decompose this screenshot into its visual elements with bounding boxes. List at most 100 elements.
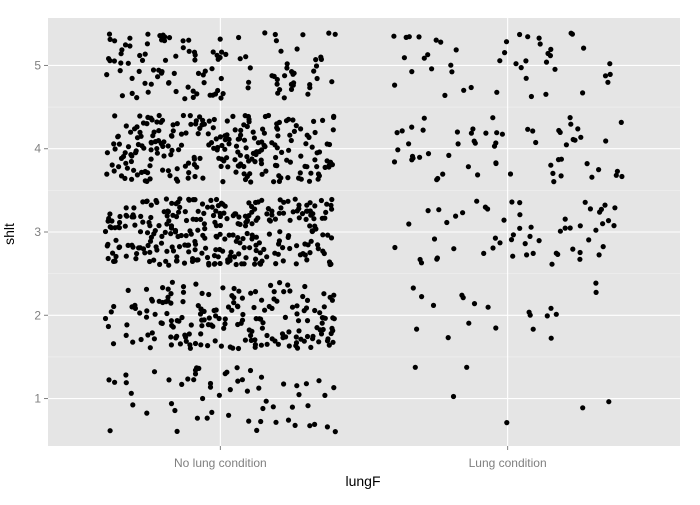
data-point: [276, 119, 282, 125]
data-point: [317, 327, 323, 333]
data-point: [215, 254, 221, 260]
data-point: [222, 321, 228, 327]
data-point: [416, 34, 422, 40]
data-point: [185, 242, 192, 248]
data-point: [168, 318, 174, 324]
data-point: [294, 311, 300, 317]
data-point: [523, 58, 529, 64]
data-point: [513, 61, 519, 67]
data-point: [112, 379, 118, 385]
data-point: [230, 113, 236, 119]
data-point: [251, 135, 257, 141]
data-point: [261, 142, 267, 148]
data-point: [187, 345, 193, 351]
data-point: [177, 341, 183, 347]
data-point: [124, 213, 130, 219]
data-point: [543, 91, 549, 97]
data-point: [289, 304, 296, 310]
data-point: [277, 197, 283, 203]
data-point: [193, 281, 199, 287]
data-point: [319, 215, 325, 221]
data-point: [165, 294, 171, 300]
data-point: [607, 71, 613, 77]
data-point: [431, 236, 438, 242]
data-point: [266, 217, 272, 223]
data-point: [150, 133, 156, 139]
data-point: [282, 314, 288, 320]
data-point: [143, 286, 150, 292]
data-point: [124, 322, 130, 328]
data-point: [148, 81, 154, 87]
data-point: [264, 341, 270, 347]
data-point: [113, 253, 119, 260]
data-point: [236, 214, 242, 220]
data-point: [102, 228, 109, 235]
data-point: [287, 159, 293, 165]
data-point: [240, 236, 246, 242]
data-point: [134, 172, 140, 178]
data-point: [237, 56, 243, 62]
data-point: [107, 36, 113, 43]
data-point: [253, 242, 259, 248]
data-point: [278, 175, 284, 181]
data-point: [536, 238, 542, 244]
data-point: [410, 285, 416, 291]
data-point: [497, 240, 503, 246]
data-point: [284, 65, 290, 71]
data-point: [140, 219, 146, 225]
data-point: [277, 229, 283, 235]
data-point: [332, 429, 338, 435]
data-point: [127, 43, 133, 49]
data-point: [147, 258, 153, 265]
data-point: [306, 134, 312, 140]
data-point: [169, 279, 175, 285]
data-point: [275, 341, 281, 347]
data-point: [166, 35, 173, 41]
data-point: [259, 297, 265, 303]
data-point: [186, 249, 192, 255]
data-point: [264, 254, 270, 260]
data-point: [173, 88, 179, 95]
data-point: [502, 50, 508, 56]
data-point: [605, 218, 612, 224]
data-point: [297, 170, 303, 176]
data-point: [108, 225, 114, 231]
data-point: [304, 297, 311, 303]
data-point: [286, 147, 292, 153]
data-point: [119, 47, 125, 53]
data-point: [231, 300, 237, 306]
data-point: [239, 295, 245, 301]
data-point: [130, 339, 136, 345]
data-point: [164, 248, 170, 254]
data-point: [310, 228, 316, 234]
data-point: [148, 156, 154, 162]
data-point: [221, 325, 227, 331]
data-point: [118, 173, 125, 179]
data-point: [556, 127, 562, 134]
data-point: [280, 245, 286, 251]
data-point: [490, 245, 496, 251]
data-point: [273, 38, 279, 44]
data-point: [102, 315, 109, 322]
data-point: [330, 339, 336, 345]
data-point: [213, 208, 219, 214]
data-point: [434, 255, 440, 261]
data-point: [311, 68, 317, 74]
data-point: [117, 68, 123, 74]
data-point: [522, 241, 528, 247]
data-point: [314, 164, 320, 170]
y-tick-label: 2: [34, 308, 41, 322]
data-point: [244, 388, 250, 394]
data-point: [304, 318, 311, 324]
data-point: [525, 126, 531, 132]
data-point: [134, 251, 140, 257]
data-point: [242, 213, 248, 219]
data-point: [244, 123, 250, 130]
data-point: [433, 37, 439, 43]
data-point: [419, 294, 425, 300]
data-point: [123, 160, 129, 166]
data-point: [165, 208, 171, 214]
data-point: [237, 221, 243, 227]
data-point: [199, 201, 206, 207]
data-point: [130, 244, 136, 250]
